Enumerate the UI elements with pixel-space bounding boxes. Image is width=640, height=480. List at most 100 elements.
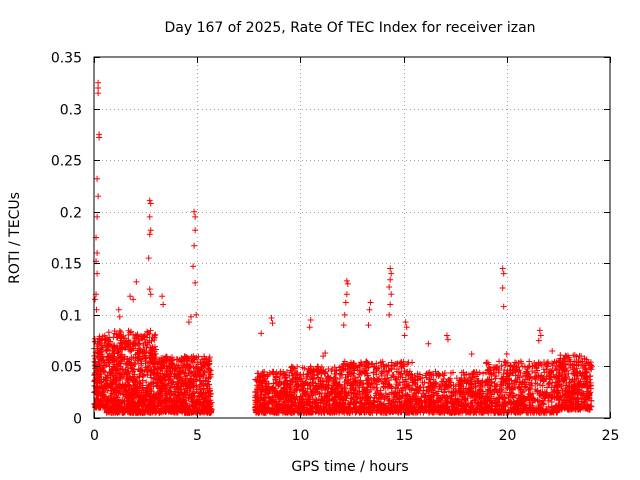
- roti-point: [117, 360, 124, 367]
- roti-point: [110, 361, 117, 368]
- roti-point: [276, 376, 283, 383]
- roti-point: [156, 375, 163, 382]
- roti-point: [437, 403, 444, 410]
- roti-point: [350, 378, 357, 385]
- roti-point: [430, 376, 437, 383]
- roti-point: [139, 385, 146, 392]
- roti-point: [336, 381, 343, 388]
- roti-point: [152, 331, 159, 338]
- roti-point: [106, 363, 113, 370]
- roti-point: [535, 359, 542, 366]
- roti-point: [373, 360, 380, 367]
- roti-point: [350, 363, 357, 370]
- roti-point: [199, 403, 206, 410]
- roti-point: [142, 358, 149, 365]
- roti-point: [142, 352, 149, 359]
- roti-point: [160, 407, 167, 414]
- roti-point: [128, 395, 135, 402]
- roti-point: [252, 394, 259, 401]
- roti-point: [91, 362, 98, 369]
- roti-point: [98, 386, 105, 393]
- roti-point: [404, 360, 411, 367]
- roti-point: [125, 327, 132, 334]
- roti-point: [167, 407, 174, 414]
- roti-point: [454, 397, 461, 404]
- roti-point: [304, 408, 311, 415]
- roti-point: [518, 380, 525, 387]
- roti-point: [206, 401, 213, 408]
- roti-point: [369, 409, 376, 416]
- roti-point: [467, 386, 474, 393]
- roti-point: [172, 391, 179, 398]
- roti-point: [107, 387, 114, 394]
- roti-point: [380, 406, 387, 413]
- roti-point: [378, 392, 385, 399]
- roti-point: [462, 409, 469, 416]
- roti-point: [255, 407, 262, 414]
- roti-point: [104, 343, 111, 350]
- roti-point: [333, 402, 340, 409]
- roti-point: [191, 405, 198, 412]
- roti-point: [333, 409, 340, 416]
- roti-point: [274, 390, 281, 397]
- roti-point: [462, 395, 469, 402]
- roti-point: [411, 403, 418, 410]
- roti-point: [351, 367, 358, 374]
- roti-point: [320, 384, 327, 391]
- roti-point: [392, 390, 399, 397]
- roti-point: [139, 384, 146, 391]
- roti-point: [206, 388, 213, 395]
- roti-point: [315, 374, 322, 381]
- roti-point: [430, 387, 437, 394]
- roti-point: [147, 345, 154, 352]
- roti-point: [488, 399, 495, 406]
- roti-point: [431, 391, 438, 398]
- roti-point: [368, 379, 375, 386]
- roti-point: [117, 377, 124, 384]
- roti-point: [121, 409, 128, 416]
- roti-point: [122, 335, 129, 342]
- roti-point: [139, 335, 146, 342]
- roti-point: [309, 379, 316, 386]
- roti-point: [205, 407, 212, 414]
- roti-point: [167, 390, 174, 397]
- roti-point: [475, 402, 482, 409]
- roti-point: [507, 362, 514, 369]
- roti-point: [179, 356, 186, 363]
- roti-point: [408, 371, 415, 378]
- roti-point: [407, 375, 414, 382]
- roti-point: [278, 389, 285, 396]
- roti-point: [322, 368, 329, 375]
- roti-point: [288, 394, 295, 401]
- roti-point: [398, 364, 405, 371]
- roti-point: [382, 383, 389, 390]
- roti-point: [187, 379, 194, 386]
- roti-point: [483, 359, 490, 366]
- roti-point: [447, 409, 454, 416]
- roti-point: [382, 390, 389, 397]
- roti-point: [174, 402, 181, 409]
- roti-point: [293, 374, 300, 381]
- roti-point: [109, 357, 116, 364]
- roti-point: [364, 364, 371, 371]
- roti-point: [414, 377, 421, 384]
- roti-point: [168, 379, 175, 386]
- roti-point: [301, 389, 308, 396]
- roti-point: [205, 397, 212, 404]
- roti-point: [122, 393, 129, 400]
- roti-point: [287, 367, 294, 374]
- roti-point: [203, 356, 210, 363]
- roti-point: [359, 384, 366, 391]
- roti-point: [473, 406, 480, 413]
- roti-point: [348, 395, 355, 402]
- roti-point: [347, 380, 354, 387]
- roti-point: [472, 380, 479, 387]
- roti-point: [185, 365, 192, 372]
- roti-point: [462, 403, 469, 410]
- roti-point: [300, 409, 307, 416]
- roti-point: [252, 397, 259, 404]
- roti-point: [150, 359, 157, 366]
- roti-point: [366, 401, 373, 408]
- roti-point: [345, 404, 352, 411]
- roti-point: [202, 389, 209, 396]
